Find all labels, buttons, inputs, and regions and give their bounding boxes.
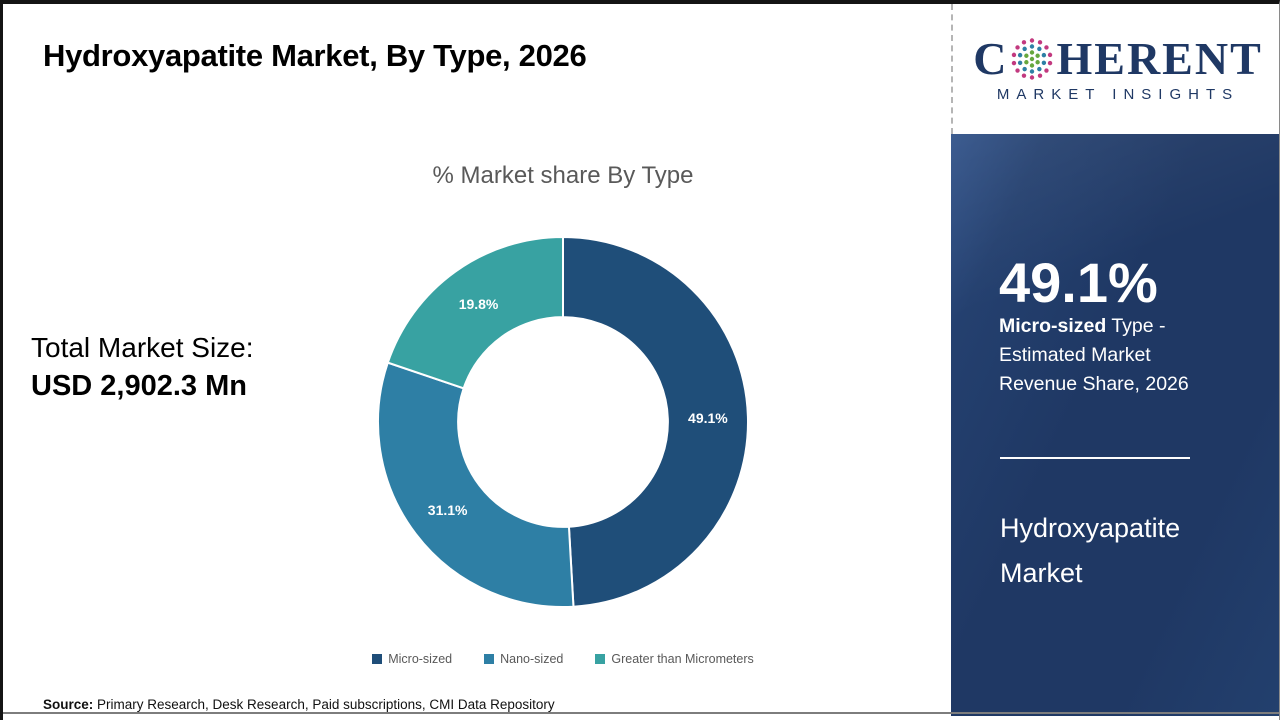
globe-dot xyxy=(1048,60,1053,65)
source-line: Source: Primary Research, Desk Research,… xyxy=(43,697,555,712)
slice-percent-label: 19.8% xyxy=(459,296,499,312)
donut-chart: 49.1% 31.1% 19.8% xyxy=(377,235,749,608)
globe-dot xyxy=(1044,67,1050,73)
total-market-value: USD 2,902.3 Mn xyxy=(31,370,247,402)
highlight-sidebar: 49.1% Micro-sized Type - Estimated Marke… xyxy=(951,134,1279,716)
market-name-line1: Hydroxyapatite xyxy=(1000,513,1181,543)
logo-suffix: HERENT xyxy=(1056,32,1263,84)
globe-dot xyxy=(1022,46,1028,51)
globe-dot xyxy=(1030,62,1035,68)
globe-dot xyxy=(1042,60,1047,65)
chart-title: % Market share By Type xyxy=(432,162,694,189)
legend-item-greater-than-micrometers: Greater than Micrometers xyxy=(595,652,754,666)
highlight-type-rest: Type - xyxy=(1106,315,1166,337)
source-label: Source: xyxy=(43,697,94,712)
globe-dot xyxy=(1022,66,1028,71)
logo-tagline: MARKET INSIGHTS xyxy=(996,85,1240,103)
globe-dot xyxy=(1038,72,1043,78)
total-market-block: Total Market Size: USD 2,902.3 Mn xyxy=(31,328,254,406)
globe-dot xyxy=(1030,74,1035,80)
highlight-type-bold: Micro-sized xyxy=(999,315,1107,337)
globe-dot xyxy=(1022,39,1027,45)
globe-dot xyxy=(1012,52,1017,57)
slice-percent-label: 31.1% xyxy=(428,502,468,518)
globe-dot xyxy=(1030,43,1035,49)
globe-dot xyxy=(1030,37,1035,43)
globe-dot xyxy=(1035,53,1041,58)
donut-slice-micro-sized xyxy=(562,235,749,608)
globe-dot xyxy=(1030,49,1035,55)
legend-swatch xyxy=(595,654,606,664)
globe-dot xyxy=(1012,60,1017,65)
highlight-value: 49.1% xyxy=(999,251,1158,314)
bottom-rule xyxy=(3,712,1279,714)
legend-label: Greater than Micrometers xyxy=(611,652,754,666)
globe-dot xyxy=(1037,46,1043,51)
highlight-description: Micro-sized Type - Estimated Market Reve… xyxy=(999,312,1229,399)
globe-dot xyxy=(1035,59,1041,64)
slice-percent-label: 49.1% xyxy=(688,410,728,426)
total-market-label: Total Market Size: xyxy=(31,332,254,363)
globe-dot xyxy=(1048,52,1053,57)
highlight-line3: Revenue Share, 2026 xyxy=(999,373,1189,395)
globe-dot xyxy=(1024,53,1030,58)
globe-dot xyxy=(1030,68,1035,74)
chart-legend: Micro-sized Nano-sized Greater than Microm… xyxy=(193,652,933,666)
legend-swatch xyxy=(484,654,495,664)
globe-dots-icon xyxy=(1012,37,1053,80)
globe-dot xyxy=(1044,44,1050,50)
globe-dot xyxy=(1042,52,1047,57)
source-text: Primary Research, Desk Research, Paid su… xyxy=(93,697,555,712)
globe-dot xyxy=(1024,59,1030,64)
globe-dot xyxy=(1038,39,1043,45)
legend-label: Micro-sized xyxy=(388,652,453,666)
logo-panel: C HERENT MARKET INSIGHTS xyxy=(951,4,1279,134)
logo-prefix: C xyxy=(973,32,1009,84)
globe-dot xyxy=(1015,67,1021,73)
donut-slice-nano-sized xyxy=(377,361,575,608)
legend-item-nano-sized: Nano-sized xyxy=(484,652,563,666)
market-name-line2: Market xyxy=(1000,558,1083,588)
page-title: Hydroxyapatite Market, By Type, 2026 xyxy=(43,38,587,73)
legend-label: Nano-sized xyxy=(500,652,564,666)
company-logo: C HERENT xyxy=(973,32,1263,84)
market-name: Hydroxyapatite Market xyxy=(1000,506,1180,596)
globe-dot xyxy=(1030,56,1035,61)
globe-dot xyxy=(1037,66,1043,71)
globe-dot xyxy=(1018,52,1023,57)
globe-dot xyxy=(1022,72,1027,78)
legend-swatch xyxy=(372,654,383,664)
legend-item-micro-sized: Micro-sized xyxy=(372,652,452,666)
donut-chart-svg: 49.1% 31.1% 19.8% xyxy=(377,235,749,608)
highlight-line2: Estimated Market xyxy=(999,344,1151,366)
globe-dot xyxy=(1018,60,1023,65)
globe-dot xyxy=(1015,44,1021,50)
donut-slice-greater-than-micrometers xyxy=(386,235,564,390)
divider-line xyxy=(1000,457,1190,459)
